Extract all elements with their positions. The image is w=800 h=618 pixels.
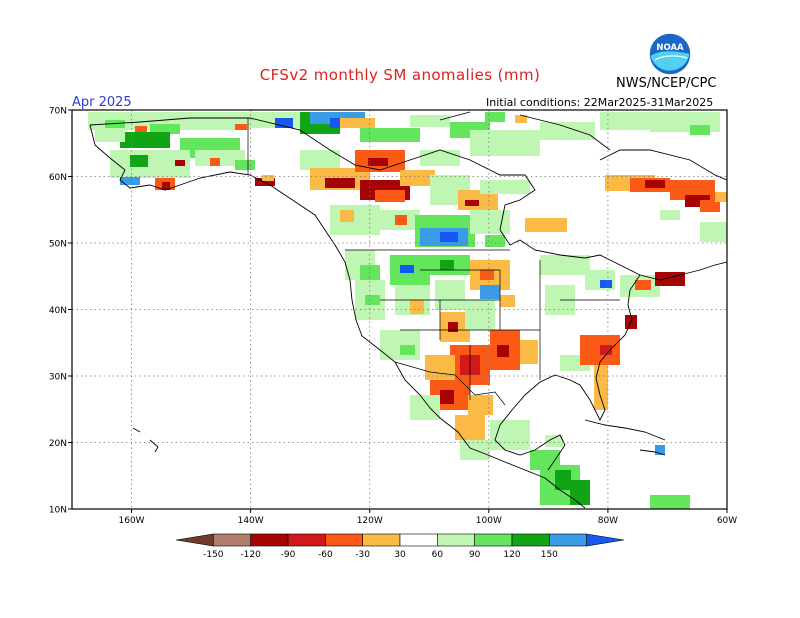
colorbar-swatch [437,533,475,547]
noaa-logo-text: NOAA [656,43,684,53]
colorbar: -150 -120 -90 -60 -30 30 60 90 120 150 [175,533,625,560]
colorbar-swatch [549,533,587,547]
graticule [72,110,727,509]
colorbar-label: -30 [355,550,370,560]
valid-month: Apr 2025 [72,95,132,110]
anomaly-shading [88,112,727,509]
lon-tick-label: 80W [598,516,618,526]
colorbar-swatch [511,533,550,547]
lon-tick-label: 140W [238,516,264,526]
lat-tick-label: 40N [49,306,67,316]
lat-axis: 70N 60N 50N 40N 30N 20N 10N [49,107,72,516]
colorbar-swatch [213,533,251,547]
lat-tick-label: 30N [49,373,67,383]
lon-tick-label: 120W [357,516,383,526]
colorbar-label: 120 [503,550,520,560]
lon-tick-label: 100W [476,516,502,526]
lon-tick-label: 160W [119,516,145,526]
colorbar-label: -90 [281,550,296,560]
colorbar-label: -150 [203,550,224,560]
lat-tick-label: 70N [49,107,67,117]
colorbar-label: -120 [240,550,261,560]
lon-axis: 160W 140W 120W 100W 80W 60W [119,509,737,526]
lat-tick-label: 60N [49,173,67,183]
colorbar-swatch [325,533,363,547]
colorbar-swatch [474,533,513,547]
colorbar-swatch [586,533,625,547]
colorbar-swatch [175,533,214,547]
figure-title: CFSv2 monthly SM anomalies (mm) [259,66,541,84]
colorbar-label: -60 [318,550,333,560]
colorbar-swatch [399,533,438,547]
colorbar-swatch [362,533,401,547]
colorbar-swatch [287,533,326,547]
colorbar-label: 60 [432,550,444,560]
noaa-logo: NOAA [649,33,691,75]
colorbar-label: 90 [469,550,481,560]
agency-label: NWS/NCEP/CPC [616,76,717,91]
borders [247,118,620,406]
coastlines [89,111,727,509]
initial-conditions: Initial conditions: 22Mar2025-31Mar2025 [486,96,714,109]
lat-tick-label: 50N [49,240,67,250]
colorbar-swatch [250,533,289,547]
colorbar-label: 30 [394,550,406,560]
colorbar-label: 150 [541,550,558,560]
lat-tick-label: 10N [49,506,67,516]
lat-tick-label: 20N [49,439,67,449]
lon-tick-label: 60W [717,516,737,526]
